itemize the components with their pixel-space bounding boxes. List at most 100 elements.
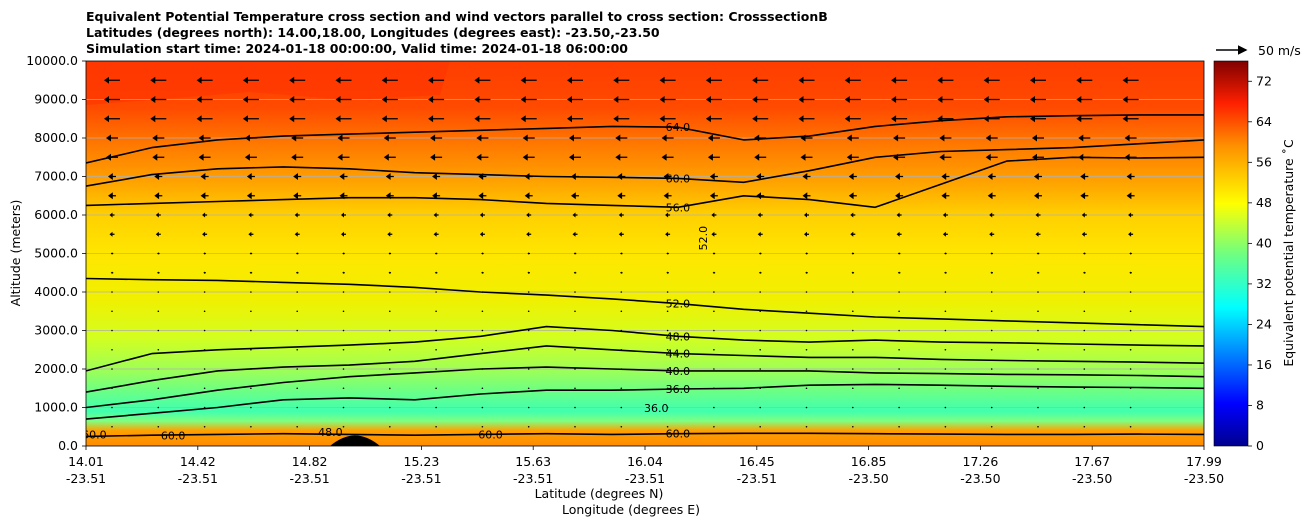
wind-vector (203, 406, 206, 409)
wind-vector (850, 231, 856, 237)
x-tick-label-lat: 14.01 (68, 454, 104, 469)
colorbar-tick-label: 8 (1256, 397, 1264, 412)
wind-vector (713, 425, 715, 428)
wind-vector (250, 368, 252, 370)
wind-vector (242, 96, 259, 103)
wind-vector (109, 231, 115, 237)
wind-vector (520, 96, 537, 103)
wind-vector (203, 310, 206, 313)
wind-vector (665, 231, 671, 237)
wind-vector (666, 329, 669, 332)
wind-vector (342, 425, 345, 428)
wind-vector (705, 96, 722, 103)
wind-vector (752, 96, 769, 103)
wind-vector (574, 348, 576, 351)
wind-vector (157, 368, 160, 370)
wind-vector (342, 348, 345, 351)
wind-vector (891, 115, 908, 123)
wind-vector (659, 96, 676, 103)
wind-vector (1129, 368, 1132, 370)
wind-vector (388, 252, 392, 255)
wind-vector (434, 252, 438, 255)
wind-vector (1078, 134, 1091, 142)
wind-vector (293, 173, 302, 180)
wind-vector (203, 425, 206, 428)
wind-vector (759, 368, 761, 370)
wind-vector (851, 271, 855, 274)
wind-vector (709, 192, 718, 200)
wind-vector (196, 96, 213, 103)
wind-vector (898, 329, 900, 332)
wind-vector (759, 310, 761, 313)
wind-vector (757, 231, 763, 237)
wind-vector (196, 115, 213, 123)
wind-vector (713, 406, 715, 409)
wind-vector (756, 192, 765, 200)
contour-labels: 64.0 60.0 56.0 52.0 48.0 44.0 40.0 36.0 60.0 52.0… (82, 121, 710, 442)
wind-vector (435, 291, 437, 293)
wind-vector (895, 173, 904, 180)
wind-vector (1122, 96, 1139, 103)
wind-vector (111, 348, 113, 351)
x-tick-label-lat: 16.04 (627, 454, 663, 469)
wind-vector (342, 310, 345, 313)
wind-vector (759, 387, 761, 390)
x-axis-label-longitude: Longitude (degrees E) (562, 502, 700, 517)
wind-vector (202, 231, 208, 237)
wind-vector (805, 348, 808, 351)
wind-vector (157, 310, 160, 313)
wind-vector (620, 252, 623, 255)
wind-vector (200, 173, 209, 180)
wind-vector (666, 368, 669, 370)
wind-vector (1036, 252, 1040, 255)
wind-vector (1037, 368, 1039, 370)
wind-vector (1037, 425, 1039, 428)
contour-label: 60.0 (82, 428, 107, 441)
wind-vector (1081, 231, 1087, 237)
wind-vector (617, 173, 626, 180)
contour-line-64 (86, 114, 1204, 164)
wind-vector (478, 173, 487, 180)
wind-vector (389, 291, 391, 293)
wind-vector (759, 425, 761, 428)
wind-vector (661, 153, 674, 161)
wind-vector (569, 153, 581, 161)
wind-vector (157, 329, 160, 332)
wind-vector (1035, 212, 1041, 218)
wind-vector (111, 406, 113, 409)
wind-vector (111, 329, 113, 332)
wind-vector (296, 425, 299, 428)
wind-vector (527, 425, 530, 428)
wind-vector (342, 291, 345, 293)
wind-vector (155, 231, 161, 237)
wind-vector (759, 291, 761, 293)
wind-vector (527, 387, 530, 390)
wind-vector (527, 271, 530, 274)
wind-vector (1129, 425, 1132, 428)
wind-vector (389, 329, 391, 332)
wind-vector (248, 212, 254, 218)
wind-vector (707, 153, 720, 161)
wind-vector (108, 192, 116, 200)
wind-vector (618, 231, 624, 237)
y-tick-label: 6000.0 (34, 207, 78, 222)
contour-label: 40.0 (666, 365, 691, 378)
wind-vector (574, 291, 576, 293)
wind-vector (479, 212, 485, 218)
wind-vector (481, 252, 484, 255)
wind-vector (1037, 406, 1039, 409)
wind-vector (613, 115, 630, 123)
wind-vector (666, 310, 669, 313)
wind-vector (291, 134, 304, 142)
wind-vector (665, 212, 671, 218)
wind-vector (428, 76, 445, 84)
wind-vector (1030, 76, 1046, 84)
wind-vector (157, 271, 160, 274)
wind-vector (990, 387, 993, 390)
wind-vector (574, 425, 576, 428)
x-tick-label-lon: -23.51 (178, 471, 218, 486)
wind-vector (757, 212, 763, 218)
wind-vector (1129, 406, 1132, 409)
wind-vector (852, 291, 854, 293)
wind-vector (1126, 173, 1135, 180)
